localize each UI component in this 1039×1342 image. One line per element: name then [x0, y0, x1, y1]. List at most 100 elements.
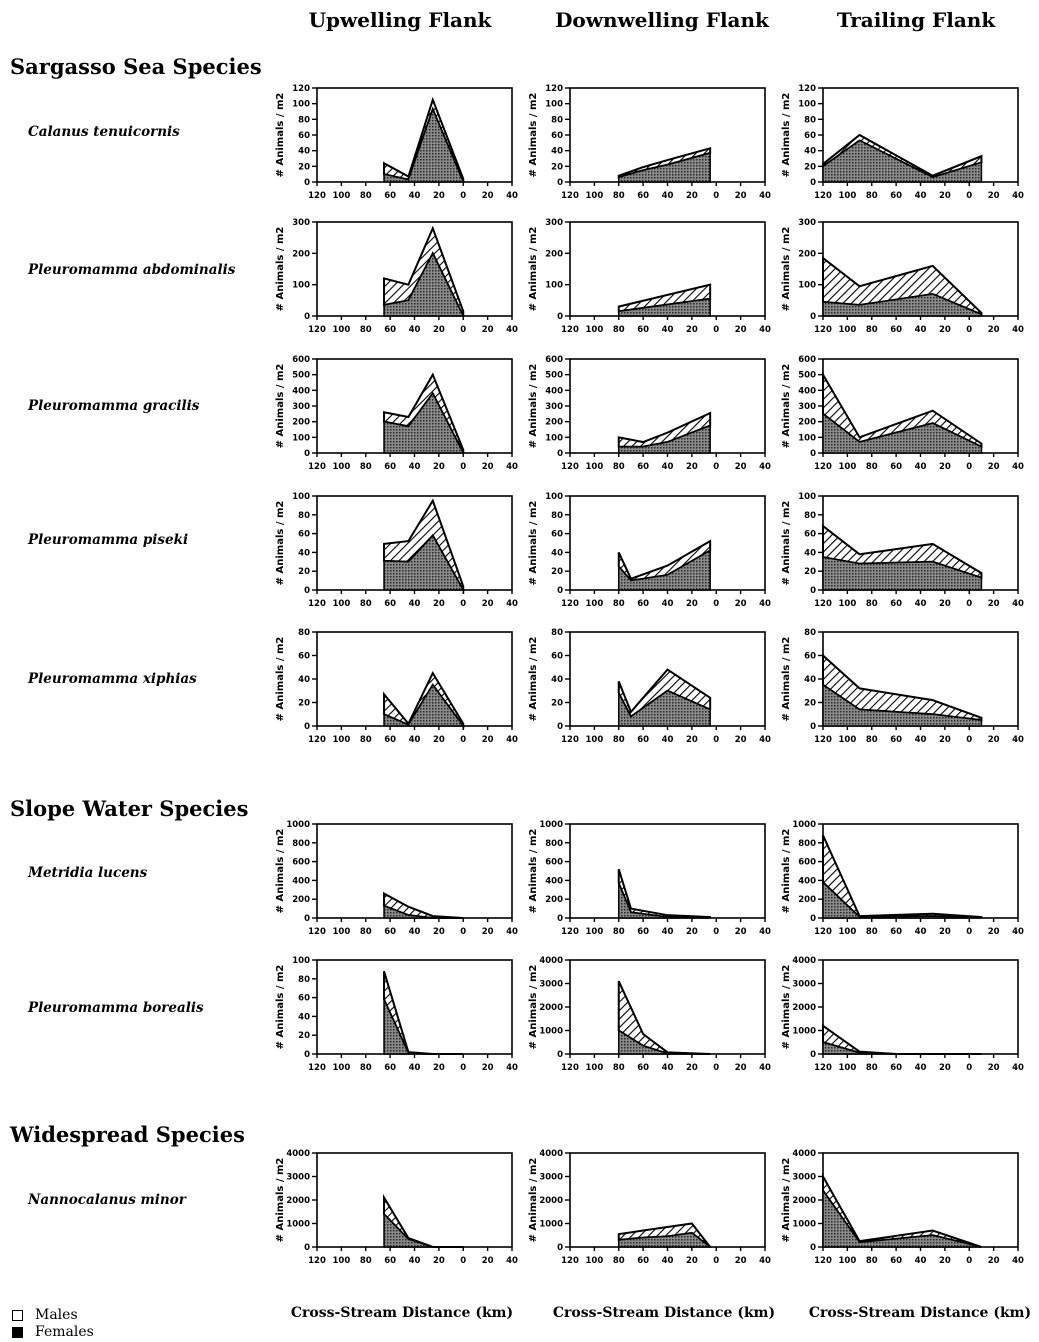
y-tick-label: 80 — [298, 975, 310, 985]
x-tick-label: 120 — [814, 927, 832, 937]
x-tick-label: 0 — [460, 325, 466, 335]
y-tick-label: 80 — [551, 115, 563, 125]
y-tick-label: 2000 — [539, 1196, 563, 1206]
x-tick-label: 20 — [482, 191, 494, 201]
x-tick-label: 80 — [613, 325, 625, 335]
x-tick-label: 60 — [637, 1256, 649, 1266]
x-tick-label: 80 — [360, 735, 372, 745]
x-tick-label: 20 — [482, 462, 494, 472]
x-tick-label: 60 — [384, 599, 396, 609]
y-tick-label: 200 — [292, 418, 310, 428]
y-tick-label: 40 — [551, 675, 563, 685]
x-tick-label: 60 — [384, 735, 396, 745]
y-tick-label: 100 — [292, 433, 310, 443]
y-tick-label: 60 — [551, 652, 563, 662]
x-tick-label: 120 — [814, 1063, 832, 1073]
x-tick-label: 60 — [637, 927, 649, 937]
y-axis-label: # Animals / m2 — [528, 829, 539, 914]
x-tick-label: 120 — [814, 191, 832, 201]
x-tick-label: 0 — [966, 1063, 972, 1073]
y-tick-label: 0 — [810, 722, 816, 732]
y-tick-label: 600 — [545, 355, 563, 365]
y-axis-label: # Animals / m2 — [781, 364, 792, 449]
y-tick-label: 200 — [545, 418, 563, 428]
x-tick-label: 20 — [735, 191, 747, 201]
y-axis-label: # Animals / m2 — [528, 364, 539, 449]
x-tick-label: 40 — [915, 462, 927, 472]
y-tick-label: 0 — [557, 914, 563, 924]
x-tick-label: 60 — [384, 1256, 396, 1266]
y-tick-label: 0 — [810, 914, 816, 924]
x-tick-label: 120 — [814, 599, 832, 609]
x-tick-label: 80 — [613, 1256, 625, 1266]
x-axis-label: Cross-Stream Distance (km) — [290, 1305, 514, 1321]
x-tick-label: 40 — [662, 462, 674, 472]
x-tick-label: 100 — [333, 191, 351, 201]
x-tick-label: 80 — [360, 191, 372, 201]
x-tick-label: 80 — [866, 462, 878, 472]
x-tick-label: 40 — [915, 735, 927, 745]
y-tick-label: 600 — [292, 355, 310, 365]
col-header-downwelling: Downwelling Flank — [555, 8, 769, 32]
y-tick-label: 20 — [551, 162, 563, 172]
x-tick-label: 0 — [966, 462, 972, 472]
x-tick-label: 80 — [866, 599, 878, 609]
x-tick-label: 40 — [1012, 462, 1024, 472]
y-tick-label: 1000 — [286, 820, 310, 830]
x-tick-label: 100 — [586, 325, 604, 335]
y-tick-label: 0 — [810, 449, 816, 459]
y-tick-label: 80 — [804, 511, 816, 521]
species-label: Pleuromamma xiphias — [28, 671, 197, 687]
y-tick-label: 300 — [798, 402, 816, 412]
x-tick-label: 40 — [506, 1063, 518, 1073]
area-females — [822, 1041, 982, 1055]
legend-swatch-males — [12, 1309, 23, 1321]
y-axis-label: # Animals / m2 — [275, 1158, 286, 1243]
x-tick-label: 20 — [686, 191, 698, 201]
x-tick-label: 20 — [988, 1256, 1000, 1266]
x-tick-label: 40 — [409, 1256, 421, 1266]
x-tick-label: 0 — [713, 325, 719, 335]
x-tick-label: 40 — [915, 1256, 927, 1266]
y-tick-label: 80 — [298, 628, 310, 638]
x-tick-label: 0 — [713, 599, 719, 609]
y-tick-label: 0 — [304, 722, 310, 732]
y-tick-label: 200 — [545, 895, 563, 905]
x-tick-label: 40 — [1012, 927, 1024, 937]
x-tick-label: 0 — [460, 1256, 466, 1266]
x-tick-label: 40 — [409, 735, 421, 745]
y-tick-label: 500 — [545, 371, 563, 381]
area-females — [383, 251, 465, 317]
area-females — [383, 999, 464, 1055]
x-tick-label: 100 — [839, 735, 857, 745]
x-tick-label: 60 — [637, 1063, 649, 1073]
y-tick-label: 200 — [798, 418, 816, 428]
y-tick-label: 4000 — [539, 1149, 563, 1159]
species-label: Pleuromamma abdominalis — [28, 262, 236, 278]
x-tick-label: 80 — [866, 927, 878, 937]
x-tick-label: 20 — [988, 735, 1000, 745]
y-axis-label: # Animals / m2 — [528, 501, 539, 586]
y-tick-label: 60 — [804, 652, 816, 662]
area-females — [383, 392, 465, 454]
x-tick-label: 100 — [839, 325, 857, 335]
group-sargasso: Sargasso Sea Species — [10, 54, 262, 79]
y-tick-label: 300 — [545, 218, 563, 228]
x-tick-label: 40 — [506, 191, 518, 201]
area-females — [618, 1232, 713, 1248]
x-tick-label: 40 — [1012, 1256, 1024, 1266]
x-tick-label: 0 — [966, 927, 972, 937]
y-tick-label: 300 — [292, 402, 310, 412]
y-tick-label: 40 — [298, 147, 310, 157]
x-tick-label: 20 — [939, 462, 951, 472]
x-tick-label: 20 — [433, 927, 445, 937]
x-tick-label: 60 — [890, 325, 902, 335]
y-axis-label: # Animals / m2 — [781, 93, 792, 178]
y-tick-label: 600 — [292, 858, 310, 868]
x-tick-label: 40 — [759, 191, 771, 201]
x-tick-label: 20 — [686, 735, 698, 745]
y-tick-label: 400 — [292, 386, 310, 396]
x-tick-label: 20 — [988, 325, 1000, 335]
x-tick-label: 120 — [561, 599, 579, 609]
